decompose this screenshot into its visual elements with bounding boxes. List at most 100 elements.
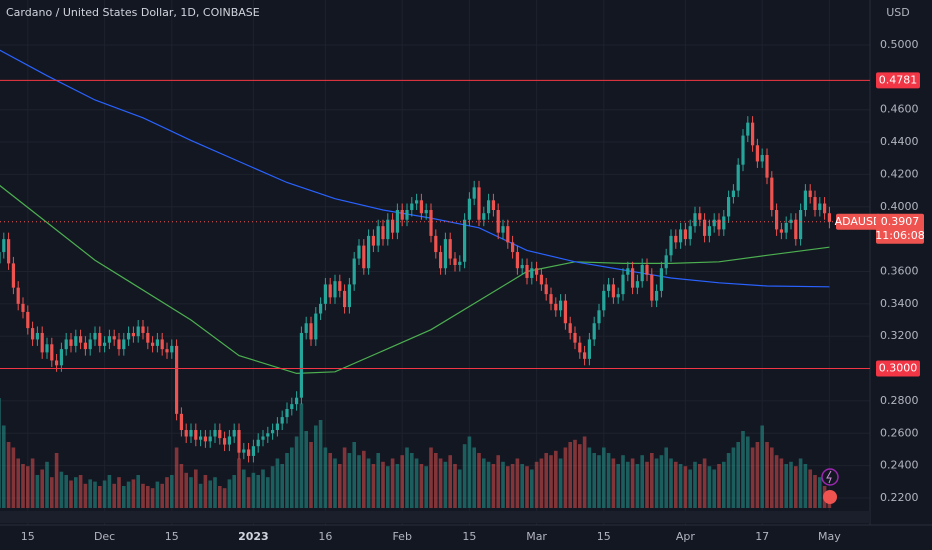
volume-bar — [141, 483, 145, 508]
volume-bar — [597, 455, 601, 508]
candle-body — [491, 200, 495, 210]
candle-body — [448, 239, 452, 259]
volume-bar — [414, 458, 419, 508]
candle-body — [698, 213, 702, 220]
candle-body — [573, 332, 577, 343]
volume-bar — [237, 458, 241, 508]
candle-body — [539, 274, 543, 285]
candle-body — [467, 198, 471, 220]
candle-body — [664, 255, 668, 269]
candle-body — [520, 265, 524, 269]
x-tick-label: 15 — [165, 530, 179, 543]
volume-bar — [798, 458, 803, 508]
price-label: 0.3907 — [881, 215, 920, 228]
alert-icon[interactable] — [821, 468, 839, 486]
x-tick-label: 15 — [597, 530, 611, 543]
volume-bar — [587, 447, 592, 508]
volume-bar — [386, 466, 390, 508]
volume-bar — [160, 483, 164, 508]
volume-bar — [722, 461, 726, 508]
candle-body — [357, 245, 361, 259]
volume-bar — [501, 461, 505, 508]
volume-bar — [530, 469, 534, 508]
volume-bar — [746, 436, 750, 508]
x-tick-label: 15 — [462, 530, 476, 543]
candle-body — [352, 258, 356, 285]
volume-bar — [482, 458, 486, 508]
candle-body — [328, 284, 332, 298]
volume-bar — [573, 439, 577, 508]
y-tick-label: 0.5000 — [880, 38, 919, 51]
candle-body — [261, 436, 265, 440]
candle-body — [232, 430, 236, 437]
volume-bar — [736, 442, 740, 508]
price-tag — [876, 213, 924, 244]
candle-body — [0, 252, 1, 264]
candle-body — [290, 404, 294, 409]
candle-body — [40, 332, 44, 353]
volume-bar — [45, 461, 49, 508]
volume-bar — [794, 466, 798, 508]
x-tick-label: 16 — [318, 530, 332, 543]
volume-bar — [424, 466, 428, 508]
candle-body — [323, 284, 327, 304]
volume-bar — [429, 447, 433, 508]
volume-bar — [318, 420, 323, 508]
volume-bar — [750, 447, 755, 508]
candle-body — [314, 313, 318, 340]
volume-bar — [78, 475, 83, 508]
candle-body — [563, 300, 567, 324]
volume-bar — [467, 436, 472, 508]
candle-body — [165, 349, 169, 353]
candle-body — [189, 430, 193, 437]
candle-body — [751, 122, 755, 146]
volume-bar — [184, 472, 188, 508]
volume-bar — [266, 477, 270, 508]
candle-body — [295, 397, 299, 405]
x-tick-label: Mar — [526, 530, 547, 543]
volume-bar — [544, 453, 548, 508]
volume-bar — [770, 447, 774, 508]
volume-bar — [582, 436, 587, 508]
candle-body — [299, 332, 303, 398]
candle-body — [626, 268, 630, 275]
candle-body — [184, 430, 188, 437]
candle-body — [146, 332, 150, 343]
candle-body — [415, 200, 419, 204]
candle-body — [2, 239, 6, 253]
candle-body — [823, 203, 827, 214]
volume-bar — [352, 442, 356, 508]
alert-icon-bolt — [826, 470, 832, 484]
candle-body — [31, 328, 35, 340]
candle-body — [463, 219, 467, 262]
candle-body — [376, 226, 380, 246]
candle-body — [50, 344, 54, 361]
candle-body — [611, 284, 615, 298]
volume-bar — [405, 447, 409, 508]
candle-body — [525, 265, 529, 278]
candle-body — [93, 332, 97, 340]
candle-body — [635, 281, 639, 288]
volume-bar — [93, 481, 97, 508]
volume-bar — [645, 461, 649, 508]
candle-body — [683, 229, 687, 240]
candle-body — [755, 145, 759, 162]
candle-body — [693, 213, 697, 227]
candle-body — [103, 342, 107, 346]
candle-body — [458, 261, 462, 266]
symbol-tag — [836, 213, 880, 230]
event-icon[interactable] — [823, 490, 837, 504]
candle-body — [703, 219, 707, 236]
volume-bar — [434, 453, 438, 508]
candle-body — [597, 310, 601, 324]
candle-body — [74, 336, 78, 346]
y-tick-label: 0.2400 — [880, 459, 919, 472]
volume-bar — [342, 447, 347, 508]
candle-body — [607, 284, 611, 291]
volume-bar — [1, 425, 6, 508]
volume-bar — [731, 447, 736, 508]
volume-bar — [208, 480, 212, 508]
volume-bar — [309, 442, 313, 508]
candle-body — [136, 326, 140, 337]
candle-body — [151, 342, 155, 346]
